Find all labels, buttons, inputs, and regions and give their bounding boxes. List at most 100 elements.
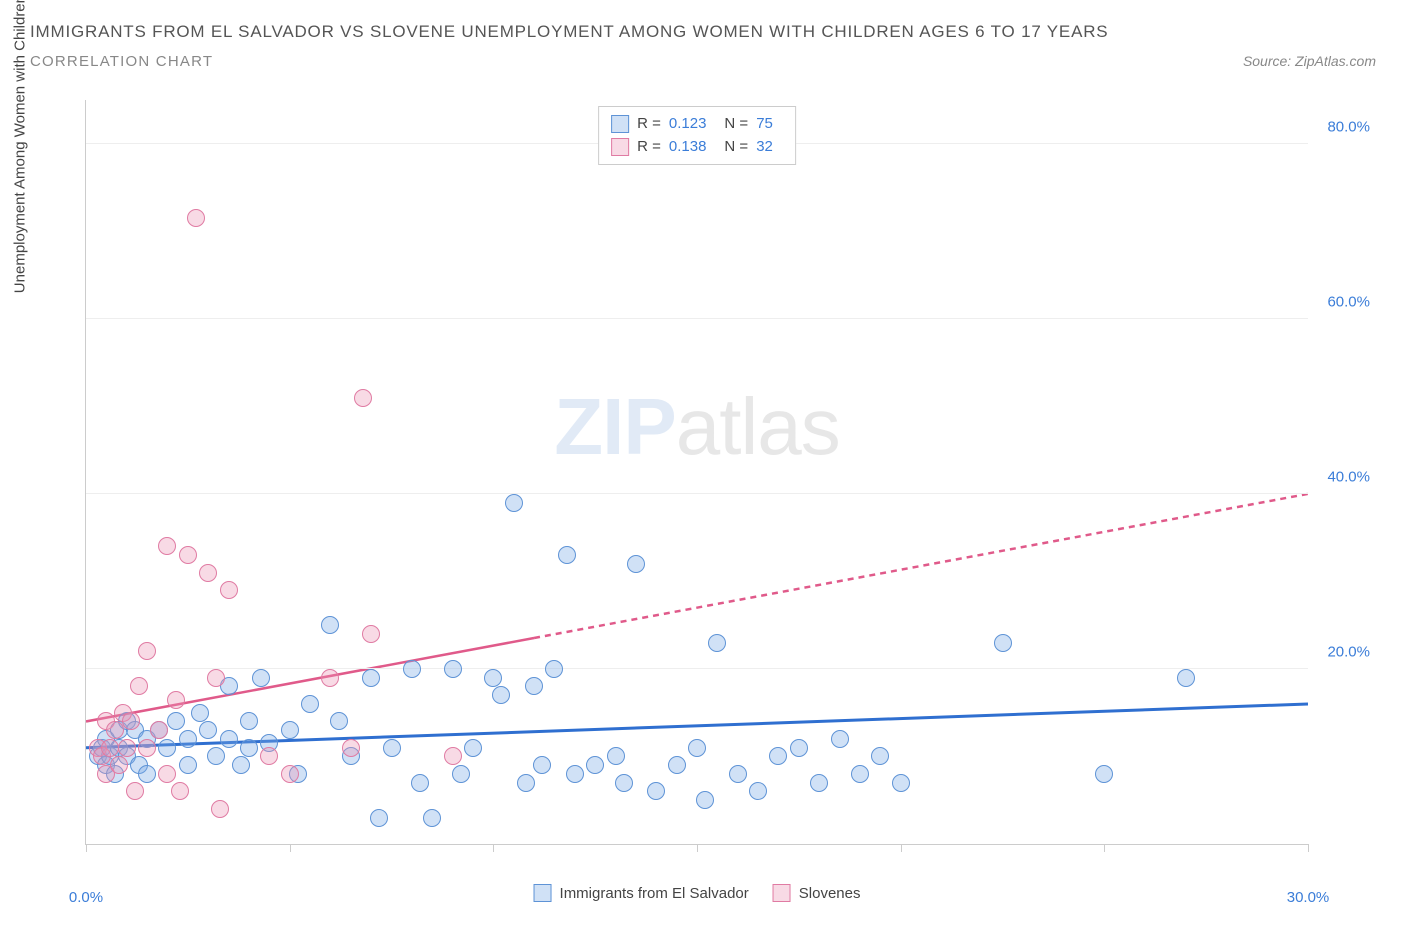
data-point <box>220 581 238 599</box>
y-tick-label: 40.0% <box>1327 468 1370 485</box>
data-point <box>769 747 787 765</box>
data-point <box>566 765 584 783</box>
series-2-label: Slovenes <box>799 885 861 902</box>
trend-lines-layer <box>86 100 1308 844</box>
x-tick-label: 0.0% <box>69 889 103 906</box>
swatch-icon <box>773 884 791 902</box>
data-point <box>729 765 747 783</box>
data-point <box>545 660 563 678</box>
data-point <box>240 739 258 757</box>
data-point <box>790 739 808 757</box>
legend-row-series-1: R = 0.123 N = 75 <box>611 113 783 136</box>
data-point <box>110 756 128 774</box>
n-value-1: 75 <box>756 113 773 136</box>
data-point <box>749 782 767 800</box>
data-point <box>851 765 869 783</box>
data-point <box>138 642 156 660</box>
data-point <box>179 730 197 748</box>
r-label: R = <box>637 113 661 136</box>
x-tick <box>290 844 291 852</box>
data-point <box>708 634 726 652</box>
x-tick-label: 30.0% <box>1287 889 1330 906</box>
data-point <box>138 765 156 783</box>
data-point <box>994 634 1012 652</box>
data-point <box>586 756 604 774</box>
data-point <box>627 555 645 573</box>
x-tick <box>493 844 494 852</box>
legend-item-2: Slovenes <box>773 884 861 902</box>
data-point <box>171 782 189 800</box>
data-point <box>370 809 388 827</box>
data-point <box>831 730 849 748</box>
source-attribution: Source: ZipAtlas.com <box>1243 53 1376 69</box>
data-point <box>220 730 238 748</box>
data-point <box>696 791 714 809</box>
data-point <box>525 677 543 695</box>
data-point <box>354 389 372 407</box>
data-point <box>342 739 360 757</box>
data-point <box>533 756 551 774</box>
data-point <box>118 739 136 757</box>
data-point <box>492 686 510 704</box>
x-tick <box>1308 844 1309 852</box>
legend-row-series-2: R = 0.138 N = 32 <box>611 136 783 159</box>
data-point <box>179 546 197 564</box>
watermark-atlas: atlas <box>676 382 840 471</box>
series-1-label: Immigrants from El Salvador <box>560 885 749 902</box>
data-point <box>252 669 270 687</box>
data-point <box>383 739 401 757</box>
r-label: R = <box>637 136 661 159</box>
data-point <box>484 669 502 687</box>
swatch-series-2 <box>611 138 629 156</box>
data-point <box>158 537 176 555</box>
data-point <box>464 739 482 757</box>
y-tick-label: 20.0% <box>1327 643 1370 660</box>
x-tick <box>901 844 902 852</box>
data-point <box>444 747 462 765</box>
data-point <box>362 625 380 643</box>
gridline <box>86 493 1308 494</box>
data-point <box>1095 765 1113 783</box>
watermark-zip: ZIP <box>554 382 675 471</box>
data-point <box>647 782 665 800</box>
data-point <box>179 756 197 774</box>
correlation-legend: R = 0.123 N = 75 R = 0.138 N = 32 <box>598 106 796 165</box>
legend-item-1: Immigrants from El Salvador <box>534 884 749 902</box>
y-tick-label: 80.0% <box>1327 118 1370 135</box>
swatch-icon <box>534 884 552 902</box>
x-tick <box>697 844 698 852</box>
data-point <box>138 739 156 757</box>
data-point <box>301 695 319 713</box>
series-legend: Immigrants from El Salvador Slovenes <box>534 884 861 902</box>
data-point <box>411 774 429 792</box>
data-point <box>403 660 421 678</box>
data-point <box>240 712 258 730</box>
subtitle-row: CORRELATION CHART Source: ZipAtlas.com <box>30 53 1376 70</box>
gridline <box>86 318 1308 319</box>
chart-title: IMMIGRANTS FROM EL SALVADOR VS SLOVENE U… <box>30 18 1376 45</box>
gridline <box>86 668 1308 669</box>
x-tick <box>86 844 87 852</box>
x-tick <box>1104 844 1105 852</box>
data-point <box>615 774 633 792</box>
r-value-2: 0.138 <box>669 136 707 159</box>
data-point <box>505 494 523 512</box>
data-point <box>517 774 535 792</box>
data-point <box>607 747 625 765</box>
r-value-1: 0.123 <box>669 113 707 136</box>
chart-area: Unemployment Among Women with Children A… <box>30 95 1376 900</box>
data-point <box>452 765 470 783</box>
data-point <box>187 209 205 227</box>
data-point <box>444 660 462 678</box>
data-point <box>191 704 209 722</box>
data-point <box>126 782 144 800</box>
data-point <box>321 669 339 687</box>
watermark: ZIPatlas <box>554 381 839 473</box>
data-point <box>130 677 148 695</box>
data-point <box>281 765 299 783</box>
swatch-series-1 <box>611 115 629 133</box>
data-point <box>321 616 339 634</box>
chart-header: IMMIGRANTS FROM EL SALVADOR VS SLOVENE U… <box>0 0 1406 70</box>
data-point <box>281 721 299 739</box>
data-point <box>810 774 828 792</box>
